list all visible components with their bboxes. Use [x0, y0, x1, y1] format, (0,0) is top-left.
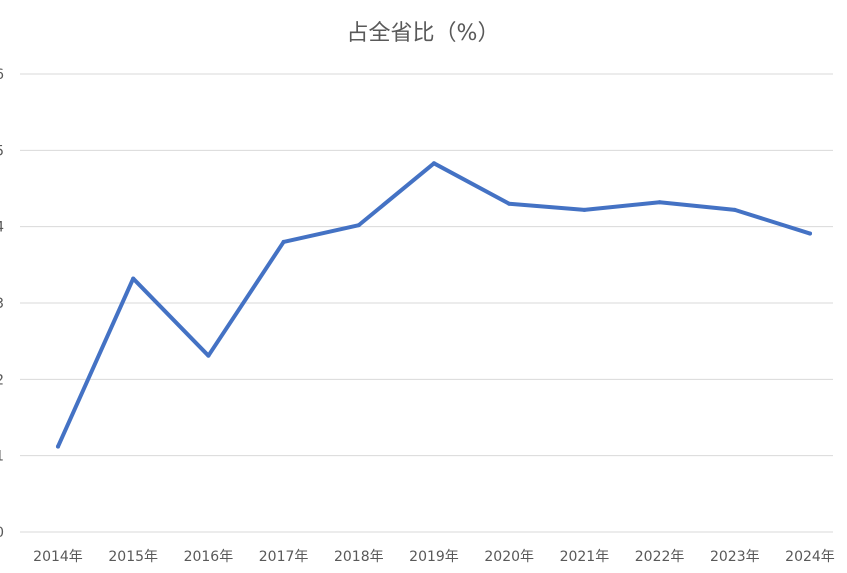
y-tick-label: 1 [0, 449, 4, 465]
x-tick-label: 2024年 [785, 549, 835, 565]
data-point [732, 207, 737, 212]
data-point [432, 161, 436, 166]
data-point [657, 200, 662, 205]
data-point [582, 207, 587, 212]
x-tick-label: 2014年 [33, 549, 83, 565]
y-tick-label: 0 [0, 525, 4, 541]
data-point [356, 223, 361, 228]
y-tick-label: 6 [0, 67, 4, 83]
data-point [507, 201, 512, 206]
data-point [56, 444, 60, 449]
y-tick-label: 3 [0, 296, 4, 312]
y-axis-ticks: 0 1 2 3 4 5 6 [0, 67, 4, 541]
x-tick-label: 2023年 [710, 549, 760, 565]
data-point [281, 239, 286, 244]
chart-title: 占全省比（%） [347, 21, 500, 46]
y-tick-label: 4 [0, 220, 4, 236]
x-tick-label: 2016年 [184, 549, 234, 565]
data-point [131, 276, 136, 281]
data-point [808, 231, 812, 236]
x-tick-label: 2017年 [259, 549, 309, 565]
x-tick-label: 2018年 [334, 549, 384, 565]
series-layer [56, 161, 812, 449]
data-point [206, 353, 211, 358]
x-tick-label: 2019年 [409, 549, 459, 565]
y-tick-label: 5 [0, 143, 4, 159]
x-tick-label: 2020年 [484, 549, 534, 565]
y-tick-label: 2 [0, 372, 4, 388]
x-tick-label: 2022年 [635, 549, 685, 565]
x-axis-ticks: 2014年 2015年 2016年 2017年 2018年 2019年 2020年 2021年… [33, 549, 835, 565]
x-tick-label: 2015年 [108, 549, 158, 565]
series-line [56, 161, 812, 449]
x-tick-label: 2021年 [560, 549, 610, 565]
gridlines [20, 73, 833, 533]
